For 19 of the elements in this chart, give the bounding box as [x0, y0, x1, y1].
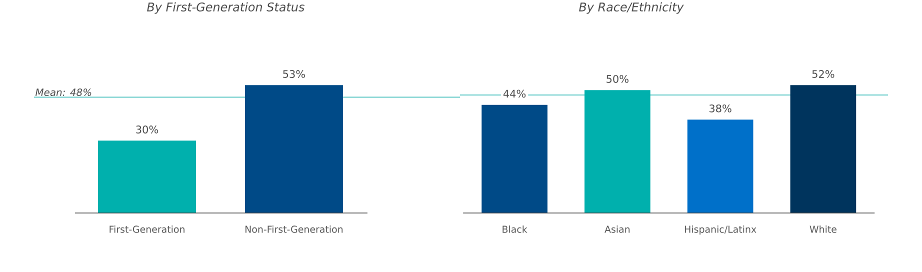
data-label: 50%: [606, 74, 628, 83]
chart-title: By Race/Ethnicity: [579, 2, 684, 14]
x-tick-label: Asian: [604, 226, 630, 233]
data-label: 30%: [136, 126, 158, 134]
x-tick-label: Non-First-Generation: [246, 226, 343, 233]
x-tick-label: Hispanic/Latinx: [684, 226, 756, 235]
bar: [482, 104, 548, 213]
ref-line-label: Mean: 48%: [35, 88, 92, 96]
data-label: 44%: [503, 90, 526, 98]
data-label: 53%: [283, 70, 305, 78]
bar: [687, 120, 754, 213]
chart-title: By First-Generation Status: [147, 2, 304, 14]
data-label: 38%: [709, 104, 732, 112]
bar: [584, 90, 650, 213]
x-tick-label: Black: [502, 226, 528, 233]
data-label: 52%: [812, 70, 834, 78]
x-tick-label: First-Generation: [110, 226, 184, 233]
bar: [790, 85, 856, 213]
x-tick-label: White: [810, 226, 836, 233]
